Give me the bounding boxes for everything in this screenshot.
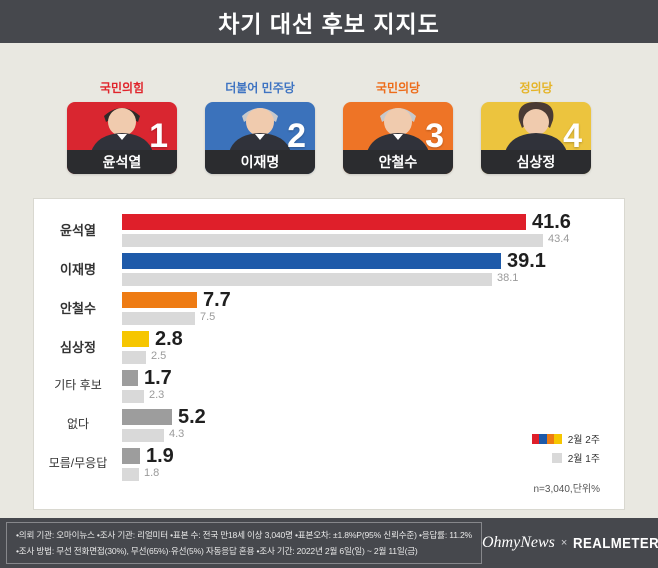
rank-number: 2 [287,117,306,155]
chart-legend: 2월 2주 2월 1주 [531,431,600,469]
party-label: 국민의당 [375,81,421,95]
chart-row-label: 모름/무응답 [48,456,108,470]
methodology-box: •의뢰 기관: 오마이뉴스 •조사 기관: 리얼미터 •표본 수: 전국 만18… [6,522,482,564]
bar-current-week [122,331,149,347]
candidate-photo-icon [505,102,567,152]
value-previous: 7.5 [200,311,216,323]
bar-current-week [122,409,172,425]
legend-swatch-blue [539,433,547,444]
party-label: 더불어 민주당 [225,81,295,95]
bar-chart-panel: 윤석열 41.6 43.4 이재명 39.1 38.1 안철수 7.7 7.5 … [33,198,625,510]
value-previous: 2.3 [149,389,165,401]
bar-previous-week [122,429,164,442]
value-previous: 2.5 [151,350,167,362]
value-previous: 38.1 [497,272,519,284]
party-label: 정의당 [519,81,553,95]
value-current: 5.2 [178,406,206,428]
legend-previous-week: 2월 1주 [532,450,600,465]
legend-swatch-orange [546,433,555,444]
chart-row-label: 안철수 [60,301,96,316]
chart-row-label: 기타 후보 [54,378,102,392]
chart-row-label: 윤석열 [60,223,96,238]
legend-label: 2월 2주 [567,435,600,446]
chart-row-other: 기타 후보 1.7 2.3 [34,368,624,407]
bar-previous-week [122,234,543,247]
value-previous: 1.8 [144,467,160,479]
bar-current-week [122,214,526,230]
legend-swatch-yellow [554,433,562,444]
party-label: 국민의힘 [99,81,145,95]
legend-label: 2월 1주 [567,454,600,465]
candidate-photo-icon [229,108,291,152]
bar-previous-week [122,273,492,286]
candidate-name: 심상정 [481,150,591,174]
bar-previous-week [122,312,195,325]
candidate-photo-card: 3 안철수 [343,102,453,174]
chart-row-sim: 심상정 2.8 2.5 [34,329,624,368]
chart-row-label: 심상정 [60,340,96,355]
chart-row-label: 없다 [66,417,90,431]
value-current: 39.1 [507,250,546,272]
rank-number: 3 [425,117,444,155]
candidate-card-lee: 더불어 민주당 2 이재명 [205,79,315,174]
bar-current-week [122,370,138,386]
cross-icon: × [560,537,568,549]
value-current: 7.7 [203,289,231,311]
candidate-photo-icon [367,108,429,152]
candidate-cards: 국민의힘 1 윤석열 더불어 민주당 [0,79,658,174]
legend-gray-swatch [551,452,562,463]
bar-previous-week [122,351,146,364]
publisher-logos: OhmyNews × REALMETER [482,534,658,552]
candidate-card-sim: 정의당 4 심상정 [481,79,591,174]
candidate-card-ahn: 국민의당 3 안철수 [343,79,453,174]
rank-number: 1 [149,117,168,155]
bar-current-week [122,253,501,269]
bar-previous-week [122,390,144,403]
candidate-card-yoon: 국민의힘 1 윤석열 [67,79,177,174]
title-bar: 차기 대선 후보 지지도 [0,0,658,43]
page-title: 차기 대선 후보 지지도 [218,10,440,37]
chart-row-none: 없다 5.2 4.3 [34,407,624,446]
rank-number: 4 [563,117,582,155]
candidate-photo-card: 2 이재명 [205,102,315,174]
value-current: 1.9 [146,445,174,467]
chart-row-lee: 이재명 39.1 38.1 [34,251,624,290]
chart-row-label: 이재명 [60,262,96,277]
legend-current-week: 2월 2주 [531,431,600,446]
candidate-photo-icon [91,108,153,152]
value-previous: 4.3 [169,428,185,440]
realmeter-logo: REALMETER [573,534,658,552]
methodology-line-1: •의뢰 기관: 오마이뉴스 •조사 기관: 리얼미터 •표본 수: 전국 만18… [16,530,472,540]
sample-size-note: n=3,040,단위% [533,484,601,495]
bar-current-week [122,292,197,308]
value-previous: 43.4 [548,233,570,245]
bar-previous-week [122,468,139,481]
candidate-name: 윤석열 [67,150,177,174]
candidate-name: 안철수 [343,150,453,174]
value-current: 41.6 [532,211,571,233]
ohmynews-logo: OhmyNews [481,534,555,551]
footer-bar: •의뢰 기관: 오마이뉴스 •조사 기관: 리얼미터 •표본 수: 전국 만18… [0,518,658,568]
value-current: 2.8 [155,328,183,350]
methodology-line-2: •조사 방법: 무선 전화면접(30%), 무선(65%)·유선(5%) 자동응… [16,546,418,556]
legend-multicolor-swatch [531,433,562,444]
chart-row-ahn: 안철수 7.7 7.5 [34,290,624,329]
legend-swatch-red [531,433,540,444]
chart-row-dontknow: 모름/무응답 1.9 1.8 [34,446,624,485]
chart-row-yoon: 윤석열 41.6 43.4 [34,212,624,251]
bar-current-week [122,448,140,464]
candidate-photo-card: 4 심상정 [481,102,591,174]
candidate-name: 이재명 [205,150,315,174]
candidate-photo-card: 1 윤석열 [67,102,177,174]
value-current: 1.7 [144,367,172,389]
